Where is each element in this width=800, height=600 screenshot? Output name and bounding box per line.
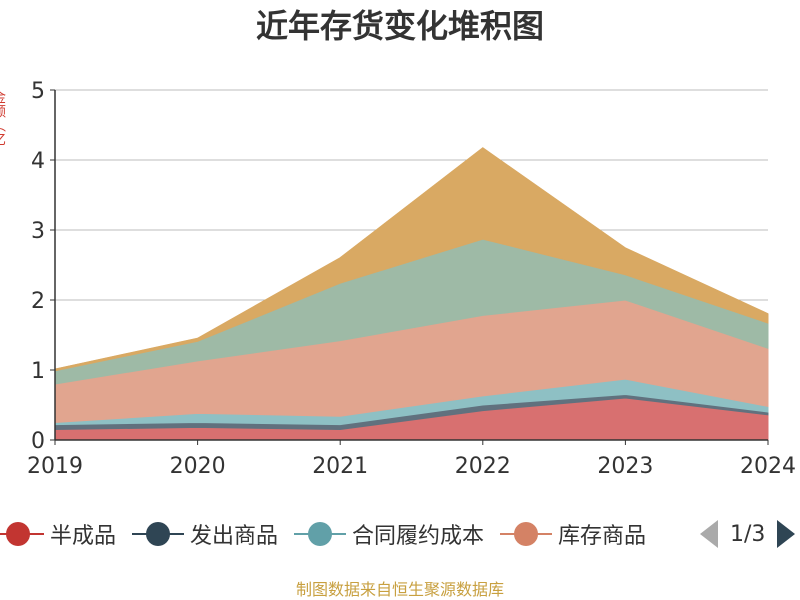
chart-canvas: 0 1 2 3 4 5 2019 2020 2021 2022 2023 2024: [27, 79, 796, 479]
x-tick-label-2020: 2020: [170, 454, 226, 479]
legend-page-indicator: 1/3: [730, 521, 766, 547]
legend-item-1[interactable]: 发出商品: [132, 518, 278, 550]
legend-next-arrow-icon[interactable]: [777, 520, 796, 548]
legend-item-3[interactable]: 库存商品: [500, 518, 646, 550]
legend-clip: 半成品 发出商品 合同履约成本 库存商品: [0, 512, 684, 556]
legend-label: 发出商品: [190, 524, 279, 549]
y-tick-label-0: 0: [31, 429, 45, 454]
x-tick-label-2022: 2022: [455, 454, 511, 479]
legend-pager: 1/3: [700, 512, 796, 556]
area-line-series-5: [54, 147, 769, 371]
x-tick-label-2019: 2019: [27, 454, 83, 479]
legend-label: 半成品: [50, 524, 117, 549]
legend-marker-dot: [514, 522, 539, 546]
legend-marker-dot: [6, 522, 30, 546]
legend-label: 库存商品: [558, 524, 647, 549]
y-tick-label-3: 3: [31, 219, 45, 244]
data-source-note: 制图数据来自恒生聚源数据库: [295, 580, 504, 599]
legend-item-0[interactable]: 半成品: [0, 518, 116, 550]
x-tick-label-2024: 2024: [740, 454, 796, 479]
y-tick-label-4: 4: [31, 149, 45, 174]
legend-item-2[interactable]: 合同履约成本: [294, 518, 484, 550]
x-tick-label-2023: 2023: [597, 454, 653, 479]
y-tick-label-1: 1: [31, 359, 45, 384]
legend-marker-icon: [0, 521, 44, 547]
legend: 半成品 发出商品 合同履约成本 库存商品 1/3: [0, 512, 800, 556]
axes: 0 1 2 3 4 5 2019 2020 2021 2022 2023 2024: [27, 79, 796, 479]
y-tick-label-2: 2: [31, 289, 45, 314]
y-axis-label: 金额（亿元）: [0, 90, 6, 146]
legend-prev-arrow-icon[interactable]: [700, 520, 718, 548]
y-tick-label-5: 5: [31, 79, 45, 104]
x-tick-label-2021: 2021: [312, 454, 368, 479]
legend-marker-dot: [146, 522, 171, 546]
legend-marker-icon: [132, 521, 185, 547]
stacked-areas: [54, 147, 769, 441]
chart-title: 近年存货变化堆积图: [255, 7, 544, 45]
legend-marker-dot: [308, 522, 333, 546]
legend-label: 合同履约成本: [352, 524, 485, 549]
legend-marker-icon: [500, 521, 553, 547]
legend-marker-icon: [294, 521, 347, 547]
legend-row: 半成品 发出商品 合同履约成本 库存商品: [0, 512, 662, 556]
